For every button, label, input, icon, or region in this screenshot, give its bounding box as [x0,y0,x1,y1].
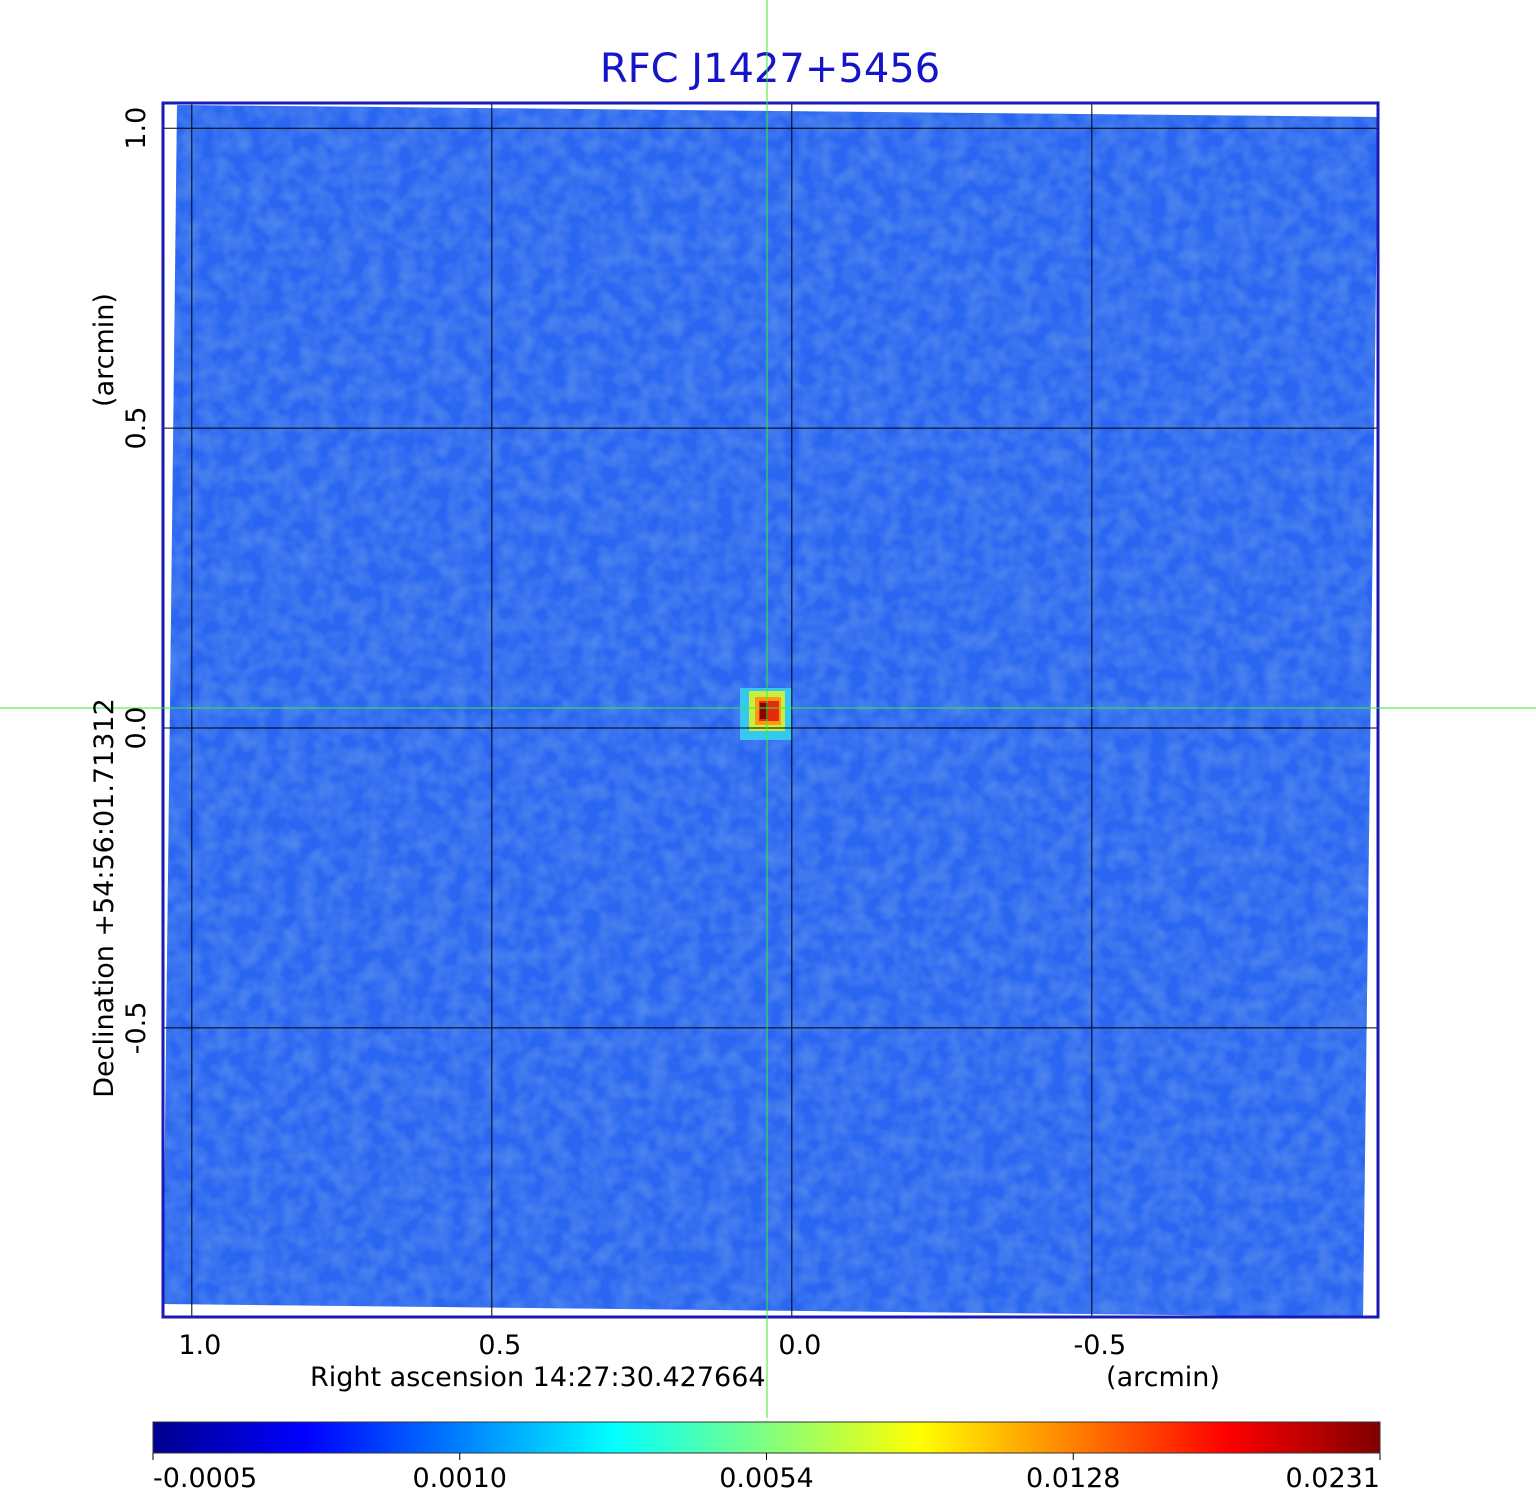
source-peak [760,703,768,719]
y-axis-unit: (arcmin) [89,293,120,407]
x-tick-label: 0.0 [778,1330,821,1361]
colorbar-tick-label: 0.0128 [1026,1463,1120,1494]
x-axis-unit: (arcmin) [1106,1362,1220,1393]
colorbar-tick-label: -0.0005 [153,1463,257,1494]
colorbar-tick-label: 0.0010 [413,1463,507,1494]
colorbar-tick-label: 0.0231 [1286,1463,1380,1494]
grid [163,103,1378,1317]
y-tick-label: 0.0 [121,707,152,750]
colorbar [152,1421,1381,1454]
y-tick-label: -0.5 [121,1002,152,1055]
y-axis-label: Declination +54:56:01.71312 [89,698,120,1098]
sky-image [163,105,1378,1317]
x-tick-label: 1.0 [178,1330,221,1361]
y-tick-label: 0.5 [121,407,152,450]
y-tick-label: 1.0 [121,107,152,150]
x-tick-label: 0.5 [478,1330,521,1361]
plot-frame [161,101,1380,1319]
colorbar-tick-label: 0.0054 [719,1463,813,1494]
x-tick-label: -0.5 [1073,1330,1126,1361]
chart-title: RFC J1427+5456 [600,46,940,92]
x-axis-label: Right ascension 14:27:30.427664 [310,1362,766,1393]
